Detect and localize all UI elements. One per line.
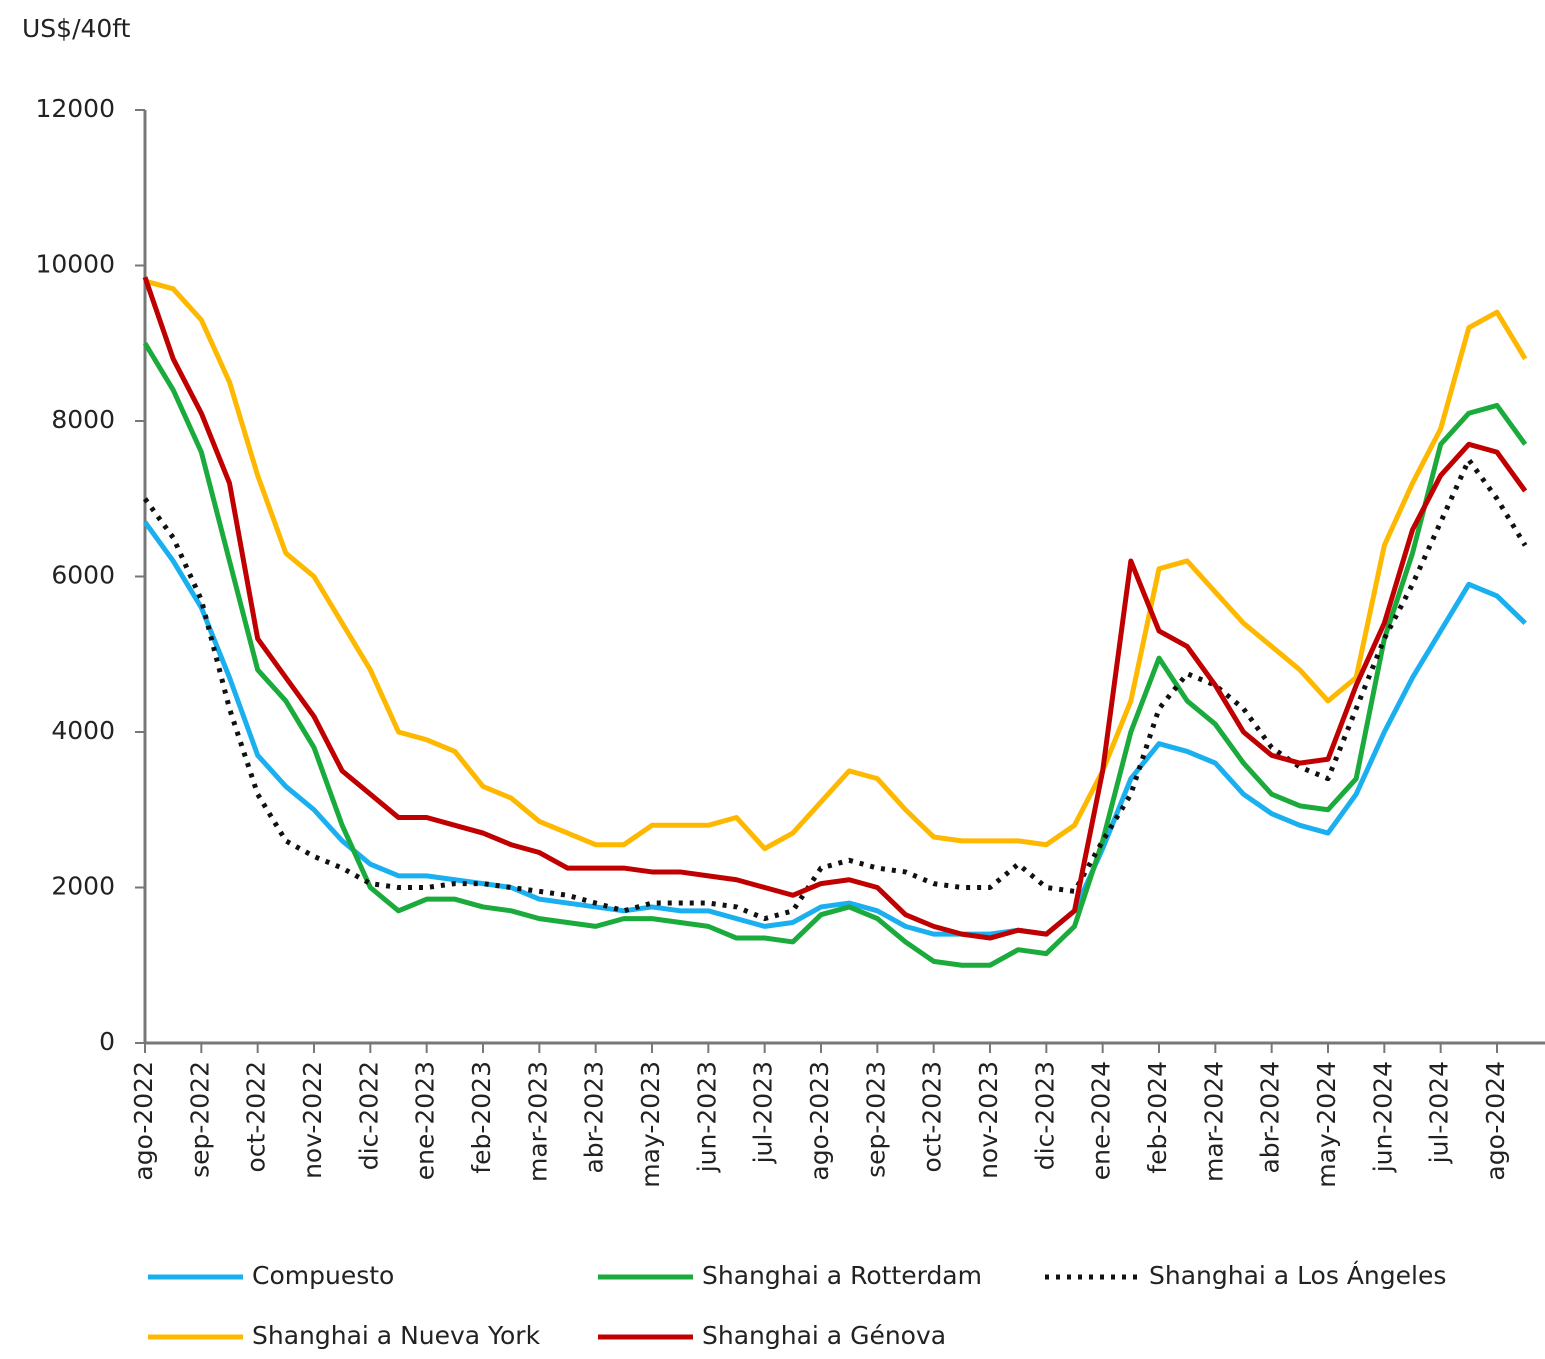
x-tick-label: dic-2023: [1030, 1061, 1059, 1170]
x-tick-label: ago-2023: [805, 1061, 834, 1181]
x-tick-label: feb-2024: [1143, 1061, 1172, 1174]
y-tick-label: 8000: [51, 405, 115, 434]
x-tick-label: mar-2023: [523, 1061, 552, 1182]
x-tick-label: sep-2022: [185, 1061, 214, 1178]
y-tick-label: 2000: [51, 872, 115, 901]
x-tick-label: ene-2024: [1087, 1061, 1116, 1180]
x-tick-label: nov-2023: [974, 1061, 1003, 1179]
y-tick-label: 10000: [35, 250, 115, 279]
x-tick-label: may-2023: [636, 1061, 665, 1188]
legend-label: Shanghai a Los Ángeles: [1149, 1261, 1446, 1290]
x-tick-label: jun-2023: [692, 1061, 721, 1173]
x-tick-label: oct-2022: [242, 1061, 271, 1173]
x-tick-label: ene-2023: [411, 1061, 440, 1180]
series-line: [144, 278, 1528, 852]
x-tick-label: abr-2023: [580, 1061, 609, 1174]
y-axis-label: US$/40ft: [22, 14, 131, 43]
y-tick-label: 6000: [51, 561, 115, 590]
x-tick-label: oct-2023: [918, 1061, 947, 1173]
x-tick-label: jul-2024: [1425, 1061, 1454, 1164]
x-tick-label: nov-2022: [298, 1061, 327, 1179]
y-tick-label: 4000: [51, 716, 115, 745]
x-tick-label: abr-2024: [1256, 1061, 1285, 1174]
series-line: [142, 520, 1527, 937]
x-tick-label: may-2024: [1312, 1061, 1341, 1188]
x-tick-label: sep-2023: [861, 1061, 890, 1178]
legend-label: Shanghai a Nueva York: [252, 1321, 541, 1350]
x-tick-label: ago-2022: [129, 1061, 158, 1181]
legend-label: Shanghai a Génova: [702, 1321, 946, 1350]
x-tick-label: dic-2022: [354, 1061, 383, 1170]
series-line: [142, 341, 1528, 968]
legend-label: Compuesto: [252, 1261, 394, 1290]
y-tick-label: 12000: [35, 94, 115, 123]
x-tick-label: jul-2023: [749, 1061, 778, 1164]
x-tick-label: jun-2024: [1368, 1061, 1397, 1173]
x-tick-label: feb-2023: [467, 1061, 496, 1174]
legend-label: Shanghai a Rotterdam: [702, 1261, 982, 1290]
y-tick-label: 0: [99, 1027, 115, 1056]
x-tick-label: mar-2024: [1199, 1061, 1228, 1182]
series-line: [142, 276, 1528, 941]
x-tick-label: ago-2024: [1481, 1061, 1510, 1181]
